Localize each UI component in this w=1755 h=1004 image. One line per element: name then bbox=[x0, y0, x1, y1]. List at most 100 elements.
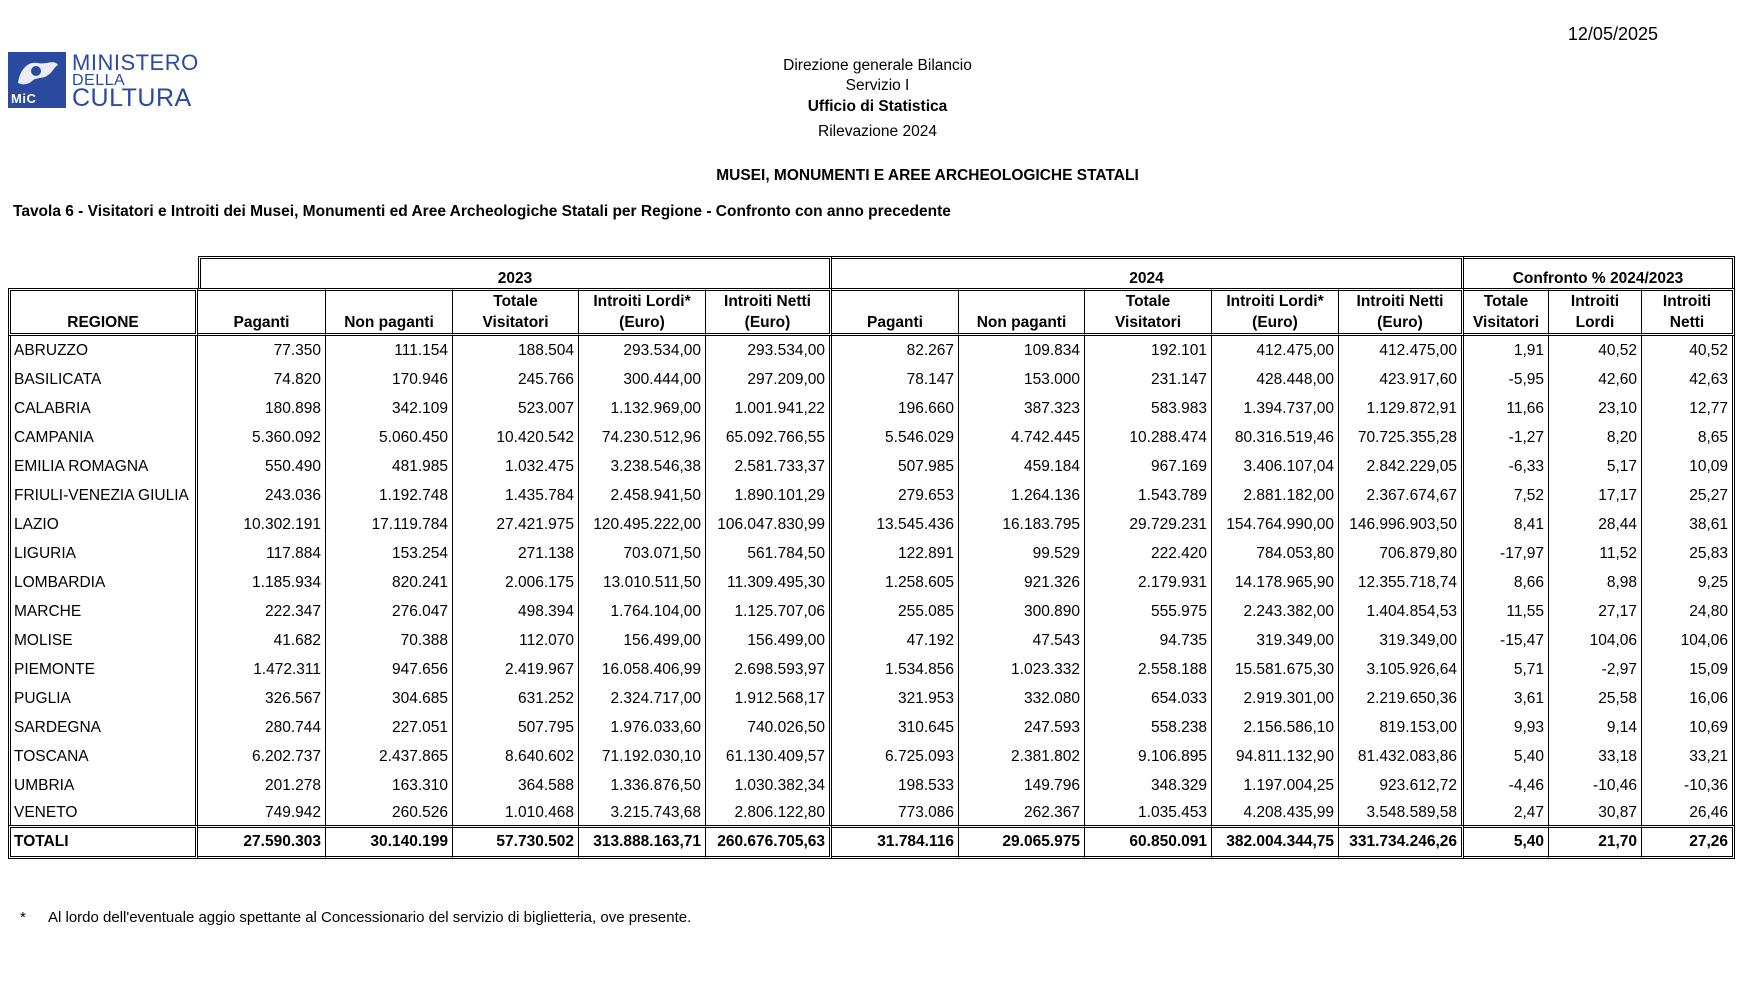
col-netti-2023: Introiti Netti (Euro) bbox=[705, 288, 832, 336]
header-servizio: Servizio I bbox=[845, 77, 910, 94]
cell-netti-2024: 3.105.926,64 bbox=[1338, 655, 1464, 684]
cell-non-paganti-2023: 70.388 bbox=[325, 626, 452, 655]
cell-paganti-2024: 279.653 bbox=[897, 486, 954, 504]
report-date: 12/05/2025 bbox=[1567, 24, 1658, 44]
cell-non-paganti-2024: 109.834 bbox=[958, 336, 1084, 365]
group-2023: 2023 bbox=[198, 256, 832, 288]
cell-totale-2024: 222.420 bbox=[1084, 539, 1211, 568]
cell-totale-2024: 29.729.231 bbox=[1084, 510, 1211, 539]
cell-confronto-netti: 8,65 bbox=[1641, 423, 1735, 452]
mic-logo-mark: MiC bbox=[8, 52, 66, 108]
cell-totale-2023: 1.010.468 bbox=[452, 800, 578, 825]
cell-confronto-totale: 5,71 bbox=[1513, 660, 1544, 678]
col-non-paganti-2024: Non paganti bbox=[958, 288, 1084, 336]
cell-confronto-lordi: 33,18 bbox=[1548, 742, 1641, 771]
cell-confronto-lordi: 9,14 bbox=[1548, 713, 1641, 742]
cell-regione: PUGLIA bbox=[8, 684, 198, 713]
total-netti-2023: 260.676.705,63 bbox=[705, 825, 832, 859]
cell-netti-2024: 423.917,60 bbox=[1338, 365, 1464, 394]
cell-paganti-2024: 198.533 bbox=[897, 776, 954, 794]
cell-paganti-2024: 507.985 bbox=[897, 457, 954, 475]
cell-confronto-lordi: 40,52 bbox=[1548, 336, 1641, 365]
cell-totale-2023: 498.394 bbox=[452, 597, 578, 626]
cell-confronto-totale: -1,27 bbox=[1508, 428, 1544, 446]
cell-paganti-2023: 201.278 bbox=[264, 776, 321, 794]
cell-paganti-2023: 5.360.092 bbox=[252, 428, 321, 446]
cell-confronto-totale: 11,66 bbox=[1506, 399, 1544, 417]
cell-paganti-2024: 773.086 bbox=[897, 803, 954, 821]
cell-totale-2023: 27.421.975 bbox=[452, 510, 578, 539]
cell-non-paganti-2023: 227.051 bbox=[325, 713, 452, 742]
cell-non-paganti-2024: 262.367 bbox=[958, 800, 1084, 825]
cell-confronto-lordi: 104,06 bbox=[1548, 626, 1641, 655]
cell-totale-2024: 348.329 bbox=[1084, 771, 1211, 800]
header-direzione: Direzione generale Bilancio bbox=[783, 57, 972, 74]
cell-totale-2023: 523.007 bbox=[452, 394, 578, 423]
total-lordi-2024: 382.004.344,75 bbox=[1211, 825, 1338, 859]
table-row: LOMBARDIA 1.185.934 820.241 2.006.175 13.010… bbox=[8, 568, 1735, 597]
cell-non-paganti-2024: 332.080 bbox=[958, 684, 1084, 713]
cell-confronto-lordi: 11,52 bbox=[1548, 539, 1641, 568]
cell-confronto-lordi: 8,20 bbox=[1548, 423, 1641, 452]
main-title: MUSEI, MONUMENTI E AREE ARCHEOLOGICHE ST… bbox=[716, 167, 1139, 184]
cell-totale-2023: 1.435.784 bbox=[452, 481, 578, 510]
table-row: FRIULI-VENEZIA GIULIA 243.036 1.192.748 1.4… bbox=[8, 481, 1735, 510]
cell-non-paganti-2024: 1.264.136 bbox=[958, 481, 1084, 510]
cell-paganti-2023: 1.185.934 bbox=[252, 573, 321, 591]
cell-confronto-totale: 1,91 bbox=[1513, 341, 1544, 359]
logo-word-della: DELLA bbox=[72, 72, 126, 89]
cell-lordi-2023: 2.324.717,00 bbox=[578, 684, 705, 713]
footnote-marker: * bbox=[20, 909, 26, 926]
cell-netti-2024: 1.129.872,91 bbox=[1338, 394, 1464, 423]
cell-paganti-2024: 196.660 bbox=[897, 399, 954, 417]
cell-confronto-totale: 7,52 bbox=[1513, 486, 1544, 504]
cell-regione: LOMBARDIA bbox=[8, 568, 198, 597]
cell-totale-2023: 271.138 bbox=[452, 539, 578, 568]
cell-netti-2024: 2.842.229,05 bbox=[1338, 452, 1464, 481]
cell-lordi-2024: 14.178.965,90 bbox=[1211, 568, 1338, 597]
col-lordi-2023: Introiti Lordi* (Euro) bbox=[578, 288, 705, 336]
cell-non-paganti-2023: 947.656 bbox=[325, 655, 452, 684]
table-row: EMILIA ROMAGNA 550.490 481.985 1.032.475 3.2… bbox=[8, 452, 1735, 481]
cell-paganti-2024: 310.645 bbox=[897, 718, 954, 736]
table-row: BASILICATA 74.820 170.946 245.766 300.444,00… bbox=[8, 365, 1735, 394]
cell-lordi-2023: 300.444,00 bbox=[578, 365, 705, 394]
cell-totale-2024: 231.147 bbox=[1084, 365, 1211, 394]
cell-confronto-lordi: 27,17 bbox=[1548, 597, 1641, 626]
table-row: PUGLIA 326.567 304.685 631.252 2.324.717,00 1… bbox=[8, 684, 1735, 713]
cell-non-paganti-2023: 481.985 bbox=[325, 452, 452, 481]
totals-row: TOTALI 27.590.303 30.140.199 57.730.502 313.… bbox=[8, 825, 1735, 859]
cell-netti-2023: 11.309.495,30 bbox=[705, 568, 832, 597]
cell-totale-2023: 245.766 bbox=[452, 365, 578, 394]
cell-totale-2023: 364.588 bbox=[452, 771, 578, 800]
emblem-icon bbox=[18, 62, 58, 85]
col-paganti-2023: Paganti bbox=[198, 288, 325, 336]
cell-paganti-2023: 41.682 bbox=[273, 631, 321, 649]
cell-confronto-totale: 9,93 bbox=[1513, 718, 1544, 736]
cell-lordi-2023: 703.071,50 bbox=[578, 539, 705, 568]
cell-lordi-2024: 2.156.586,10 bbox=[1211, 713, 1338, 742]
cell-regione: SARDEGNA bbox=[8, 713, 198, 742]
table-row: PIEMONTE 1.472.311 947.656 2.419.967 16.058.… bbox=[8, 655, 1735, 684]
column-header-row: REGIONE Paganti Non paganti Totale Visita… bbox=[8, 288, 1735, 336]
cell-confronto-lordi: 28,44 bbox=[1548, 510, 1641, 539]
cell-netti-2023: 61.130.409,57 bbox=[705, 742, 832, 771]
cell-regione: EMILIA ROMAGNA bbox=[8, 452, 198, 481]
cell-confronto-netti: 12,77 bbox=[1641, 394, 1735, 423]
cell-paganti-2023: 749.942 bbox=[264, 803, 321, 821]
cell-regione: LAZIO bbox=[8, 510, 198, 539]
cell-lordi-2023: 2.458.941,50 bbox=[578, 481, 705, 510]
cell-paganti-2024: 82.267 bbox=[906, 341, 954, 359]
cell-confronto-totale: 8,41 bbox=[1513, 515, 1544, 533]
cell-paganti-2024: 255.085 bbox=[897, 602, 954, 620]
cell-confronto-lordi: 25,58 bbox=[1548, 684, 1641, 713]
cell-regione: ABRUZZO bbox=[8, 336, 198, 365]
cell-netti-2023: 1.890.101,29 bbox=[705, 481, 832, 510]
cell-lordi-2023: 1.132.969,00 bbox=[578, 394, 705, 423]
cell-netti-2024: 2.219.650,36 bbox=[1338, 684, 1464, 713]
cell-confronto-totale: 11,55 bbox=[1506, 602, 1544, 620]
cell-confronto-netti: 33,21 bbox=[1641, 742, 1735, 771]
cell-netti-2023: 293.534,00 bbox=[705, 336, 832, 365]
cell-lordi-2023: 1.336.876,50 bbox=[578, 771, 705, 800]
cell-non-paganti-2023: 153.254 bbox=[325, 539, 452, 568]
